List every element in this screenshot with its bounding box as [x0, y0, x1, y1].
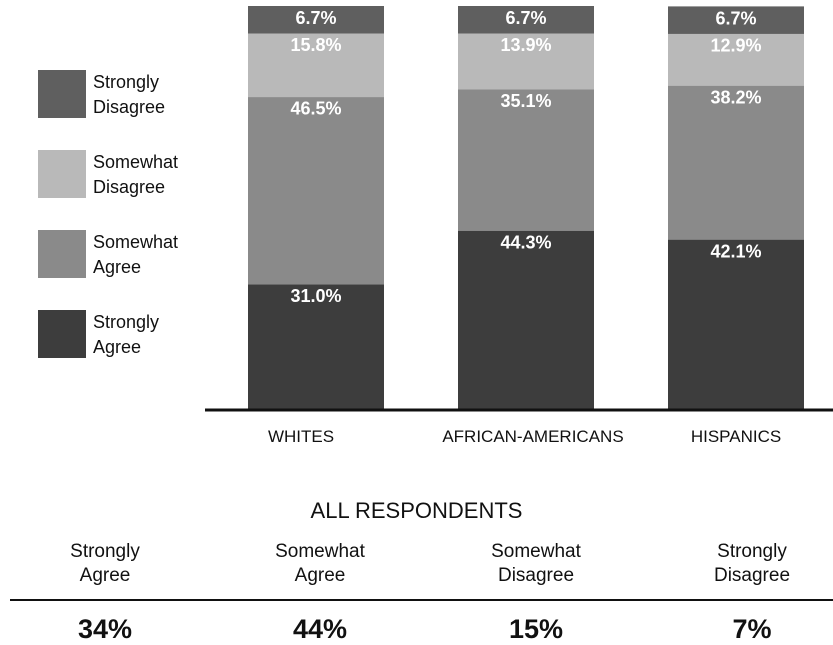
- summary-label-line: Strongly: [717, 541, 787, 562]
- data-label-strongly-disagree-hispanics: 6.7%: [715, 8, 756, 28]
- legend-item-somewhat-agree: Somewhat Agree: [38, 230, 298, 280]
- data-label-somewhat-disagree-african-americans: 13.9%: [500, 35, 551, 55]
- summary-label: Somewhat Disagree: [436, 540, 636, 592]
- bar-groups: 31.0%46.5%15.8%6.7%44.3%35.1%13.9%6.7%42…: [248, 6, 804, 410]
- bar-segment-strongly-agree-whites: [248, 284, 384, 410]
- summary-label: Strongly Agree: [5, 540, 205, 592]
- summary-somewhat-agree: Somewhat Agree 44%: [220, 540, 420, 645]
- legend-label-strongly-agree: Strongly Agree: [93, 310, 253, 360]
- bar-segment-strongly-disagree-hispanics: [668, 6, 804, 34]
- bar-segment-strongly-agree-african-americans: [458, 230, 594, 410]
- data-label-somewhat-disagree-whites: 15.8%: [290, 35, 341, 55]
- legend-item-strongly-agree: Strongly Agree: [38, 310, 298, 360]
- summary-strongly-disagree: Strongly Disagree 7%: [652, 540, 833, 645]
- bar-segment-somewhat-agree-hispanics: [668, 85, 804, 240]
- data-label-somewhat-disagree-hispanics: 12.9%: [710, 35, 761, 55]
- bar-segment-somewhat-disagree-whites: [248, 33, 384, 98]
- summary-label: Somewhat Agree: [220, 540, 420, 592]
- data-label-strongly-disagree-african-americans: 6.7%: [505, 8, 546, 28]
- bar-segment-somewhat-disagree-hispanics: [668, 33, 804, 86]
- summary-label-line: Somewhat: [275, 541, 365, 562]
- summary-label-line: Disagree: [713, 565, 791, 586]
- bar-segment-strongly-agree-hispanics: [668, 239, 804, 410]
- stacked-bar-chart: 31.0%46.5%15.8%6.7%44.3%35.1%13.9%6.7%42…: [205, 6, 833, 412]
- summary-somewhat-disagree: Somewhat Disagree 15%: [436, 540, 636, 645]
- legend-label-line: Somewhat: [93, 152, 179, 172]
- bar-group-african-americans: 44.3% 35.1% 13.9% 6.7%: [458, 6, 594, 410]
- bar-group-hispanics: 42.1% 38.2% 12.9% 6.7%: [668, 6, 804, 410]
- summary-divider: [10, 599, 833, 601]
- category-label-hispanics: HISPANICS: [690, 427, 782, 446]
- legend-label-line: Disagree: [93, 177, 166, 197]
- legend-label-line: Agree: [93, 337, 142, 357]
- summary-label-line: Agree: [79, 565, 131, 586]
- data-label-strongly-agree-african-americans: 44.3%: [500, 232, 551, 252]
- summary-label-line: Agree: [294, 565, 346, 586]
- category-label-african-americans: AFRICAN-AMERICANS: [442, 427, 624, 446]
- legend-label-line: Disagree: [93, 97, 166, 117]
- legend-label-somewhat-disagree: Somewhat Disagree: [93, 150, 253, 200]
- legend-label-line: Strongly: [93, 72, 160, 92]
- summary-label-line: Somewhat: [491, 541, 581, 562]
- data-label-strongly-agree-hispanics: 42.1%: [710, 241, 761, 261]
- legend-label-line: Strongly: [93, 312, 160, 332]
- summary-label-line: Strongly: [70, 541, 140, 562]
- data-label-strongly-disagree-whites: 6.7%: [295, 8, 336, 28]
- summary-label: Strongly Disagree: [652, 540, 833, 592]
- summary-label-line: Disagree: [497, 565, 575, 586]
- summary-title: ALL RESPONDENTS: [310, 498, 523, 523]
- legend-label-strongly-disagree: Strongly Disagree: [93, 70, 253, 120]
- summary-strongly-agree: Strongly Agree 34%: [5, 540, 205, 645]
- legend-swatch-strongly-disagree: [38, 70, 86, 118]
- legend-label-line: Agree: [93, 257, 142, 277]
- data-label-somewhat-agree-hispanics: 38.2%: [710, 87, 761, 107]
- bar-group-whites: 31.0% 46.5% 15.8% 6.7%: [248, 6, 384, 410]
- legend-swatch-somewhat-agree: [38, 230, 86, 278]
- data-label-strongly-agree-whites: 31.0%: [290, 286, 341, 306]
- legend-swatch-somewhat-disagree: [38, 150, 86, 198]
- legend-label-line: Somewhat: [93, 232, 179, 252]
- legend-swatch-strongly-agree: [38, 310, 86, 358]
- legend-item-strongly-disagree: Strongly Disagree: [38, 70, 298, 120]
- summary-value: 44%: [292, 614, 348, 644]
- bar-segment-somewhat-agree-african-americans: [458, 89, 594, 231]
- data-label-somewhat-agree-whites: 46.5%: [290, 99, 341, 119]
- summary-value: 15%: [508, 614, 564, 644]
- data-label-somewhat-agree-african-americans: 35.1%: [500, 91, 551, 111]
- bar-segment-somewhat-disagree-african-americans: [458, 33, 594, 90]
- bar-segment-strongly-disagree-african-americans: [458, 6, 594, 34]
- legend-item-somewhat-disagree: Somewhat Disagree: [38, 150, 298, 200]
- legend-label-somewhat-agree: Somewhat Agree: [93, 230, 253, 280]
- summary-value: 7%: [732, 614, 772, 644]
- bar-segment-strongly-disagree-whites: [248, 6, 384, 34]
- bar-segment-somewhat-agree-whites: [248, 96, 384, 285]
- category-label-whites: WHITES: [267, 427, 335, 446]
- summary-value: 34%: [77, 614, 133, 644]
